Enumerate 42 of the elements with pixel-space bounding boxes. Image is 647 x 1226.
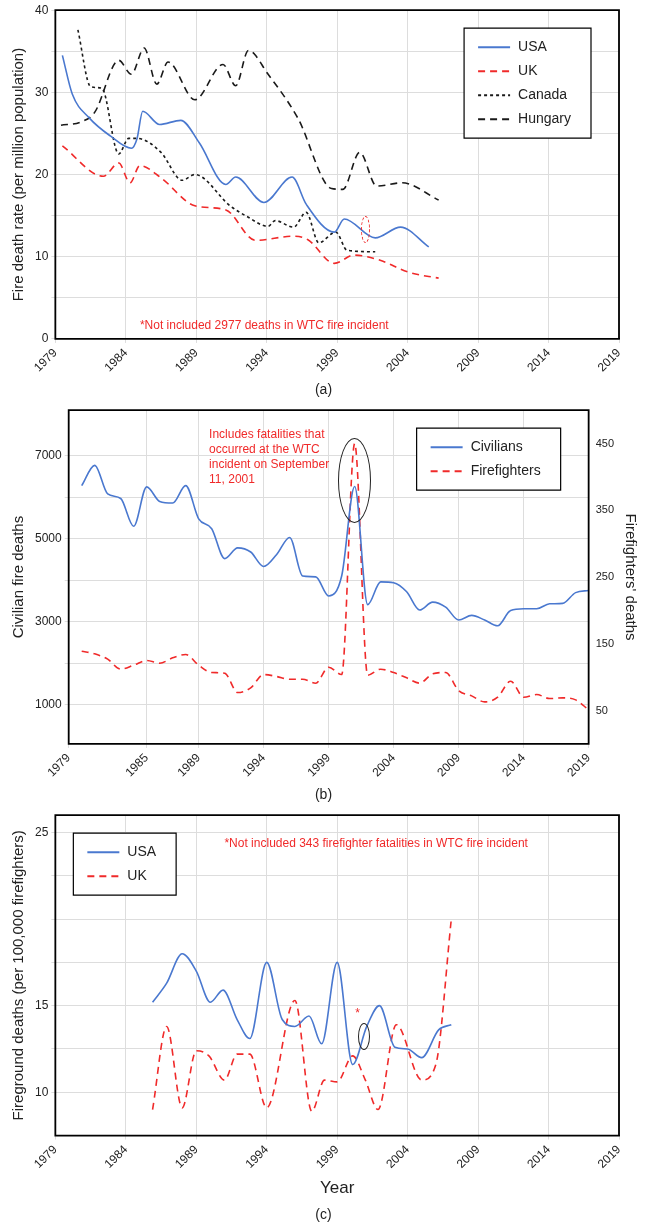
- y-tick-label: 1000: [34, 696, 63, 711]
- annotation: *: [355, 1005, 361, 1020]
- y2-tick-label: 250: [595, 570, 615, 583]
- y2-tick-label: 450: [595, 436, 615, 449]
- text: (a): [313, 380, 334, 399]
- y-tick-label: 10: [34, 1084, 49, 1099]
- annotation: *Not included 2977 deaths in WTC fire incident: [139, 317, 390, 332]
- y-tick-label: 3000: [34, 613, 63, 628]
- legend-label: USA: [518, 38, 548, 55]
- y-tick-label: 7000: [34, 448, 63, 463]
- text: (b): [313, 785, 334, 804]
- y-tick-label: 5000: [34, 531, 63, 546]
- y-axis-title: Fireground deaths (per 100,000 firefighters): [9, 830, 27, 1121]
- y-tick-label: 30: [34, 84, 49, 99]
- y2-tick-label: 150: [595, 636, 615, 649]
- y-tick-label: 20: [34, 166, 49, 181]
- y2-axis-title: Firefighters' deaths: [622, 513, 640, 641]
- y-axis-title: Civilian fire deaths: [9, 515, 27, 639]
- y-axis-title: Fire death rate (per million population): [9, 47, 27, 302]
- line-series: [61, 54, 430, 248]
- line-series: [80, 442, 589, 711]
- legend-label: Civilians: [470, 438, 523, 455]
- line-series: [151, 952, 453, 1066]
- annotation: Includes fatalities that occurred at the WTC incident on September 11, 2001: [209, 426, 330, 486]
- y2-tick-label: 350: [595, 503, 615, 516]
- y2-tick-label: 50: [595, 703, 608, 716]
- legend-label: UK: [127, 867, 148, 884]
- legend-label: Hungary: [518, 110, 571, 127]
- y-tick-label: 10: [34, 249, 49, 264]
- annotation: *Not included 343 firefighter fatalities in WTC fire incident: [224, 835, 529, 850]
- legend-label: USA: [127, 843, 157, 860]
- y-tick-label: 25: [34, 824, 49, 839]
- text: (c): [314, 1205, 333, 1224]
- y-tick-label: 0: [41, 331, 49, 346]
- line-series: [151, 918, 453, 1113]
- y-tick-label: 15: [34, 997, 49, 1012]
- legend-label: Canada: [518, 86, 568, 103]
- legend-label: UK: [518, 62, 539, 79]
- legend-label: Firefighters: [470, 462, 541, 479]
- line-series: [61, 145, 440, 279]
- y-tick-label: 40: [34, 2, 49, 17]
- x-axis-title: Year: [319, 1178, 355, 1198]
